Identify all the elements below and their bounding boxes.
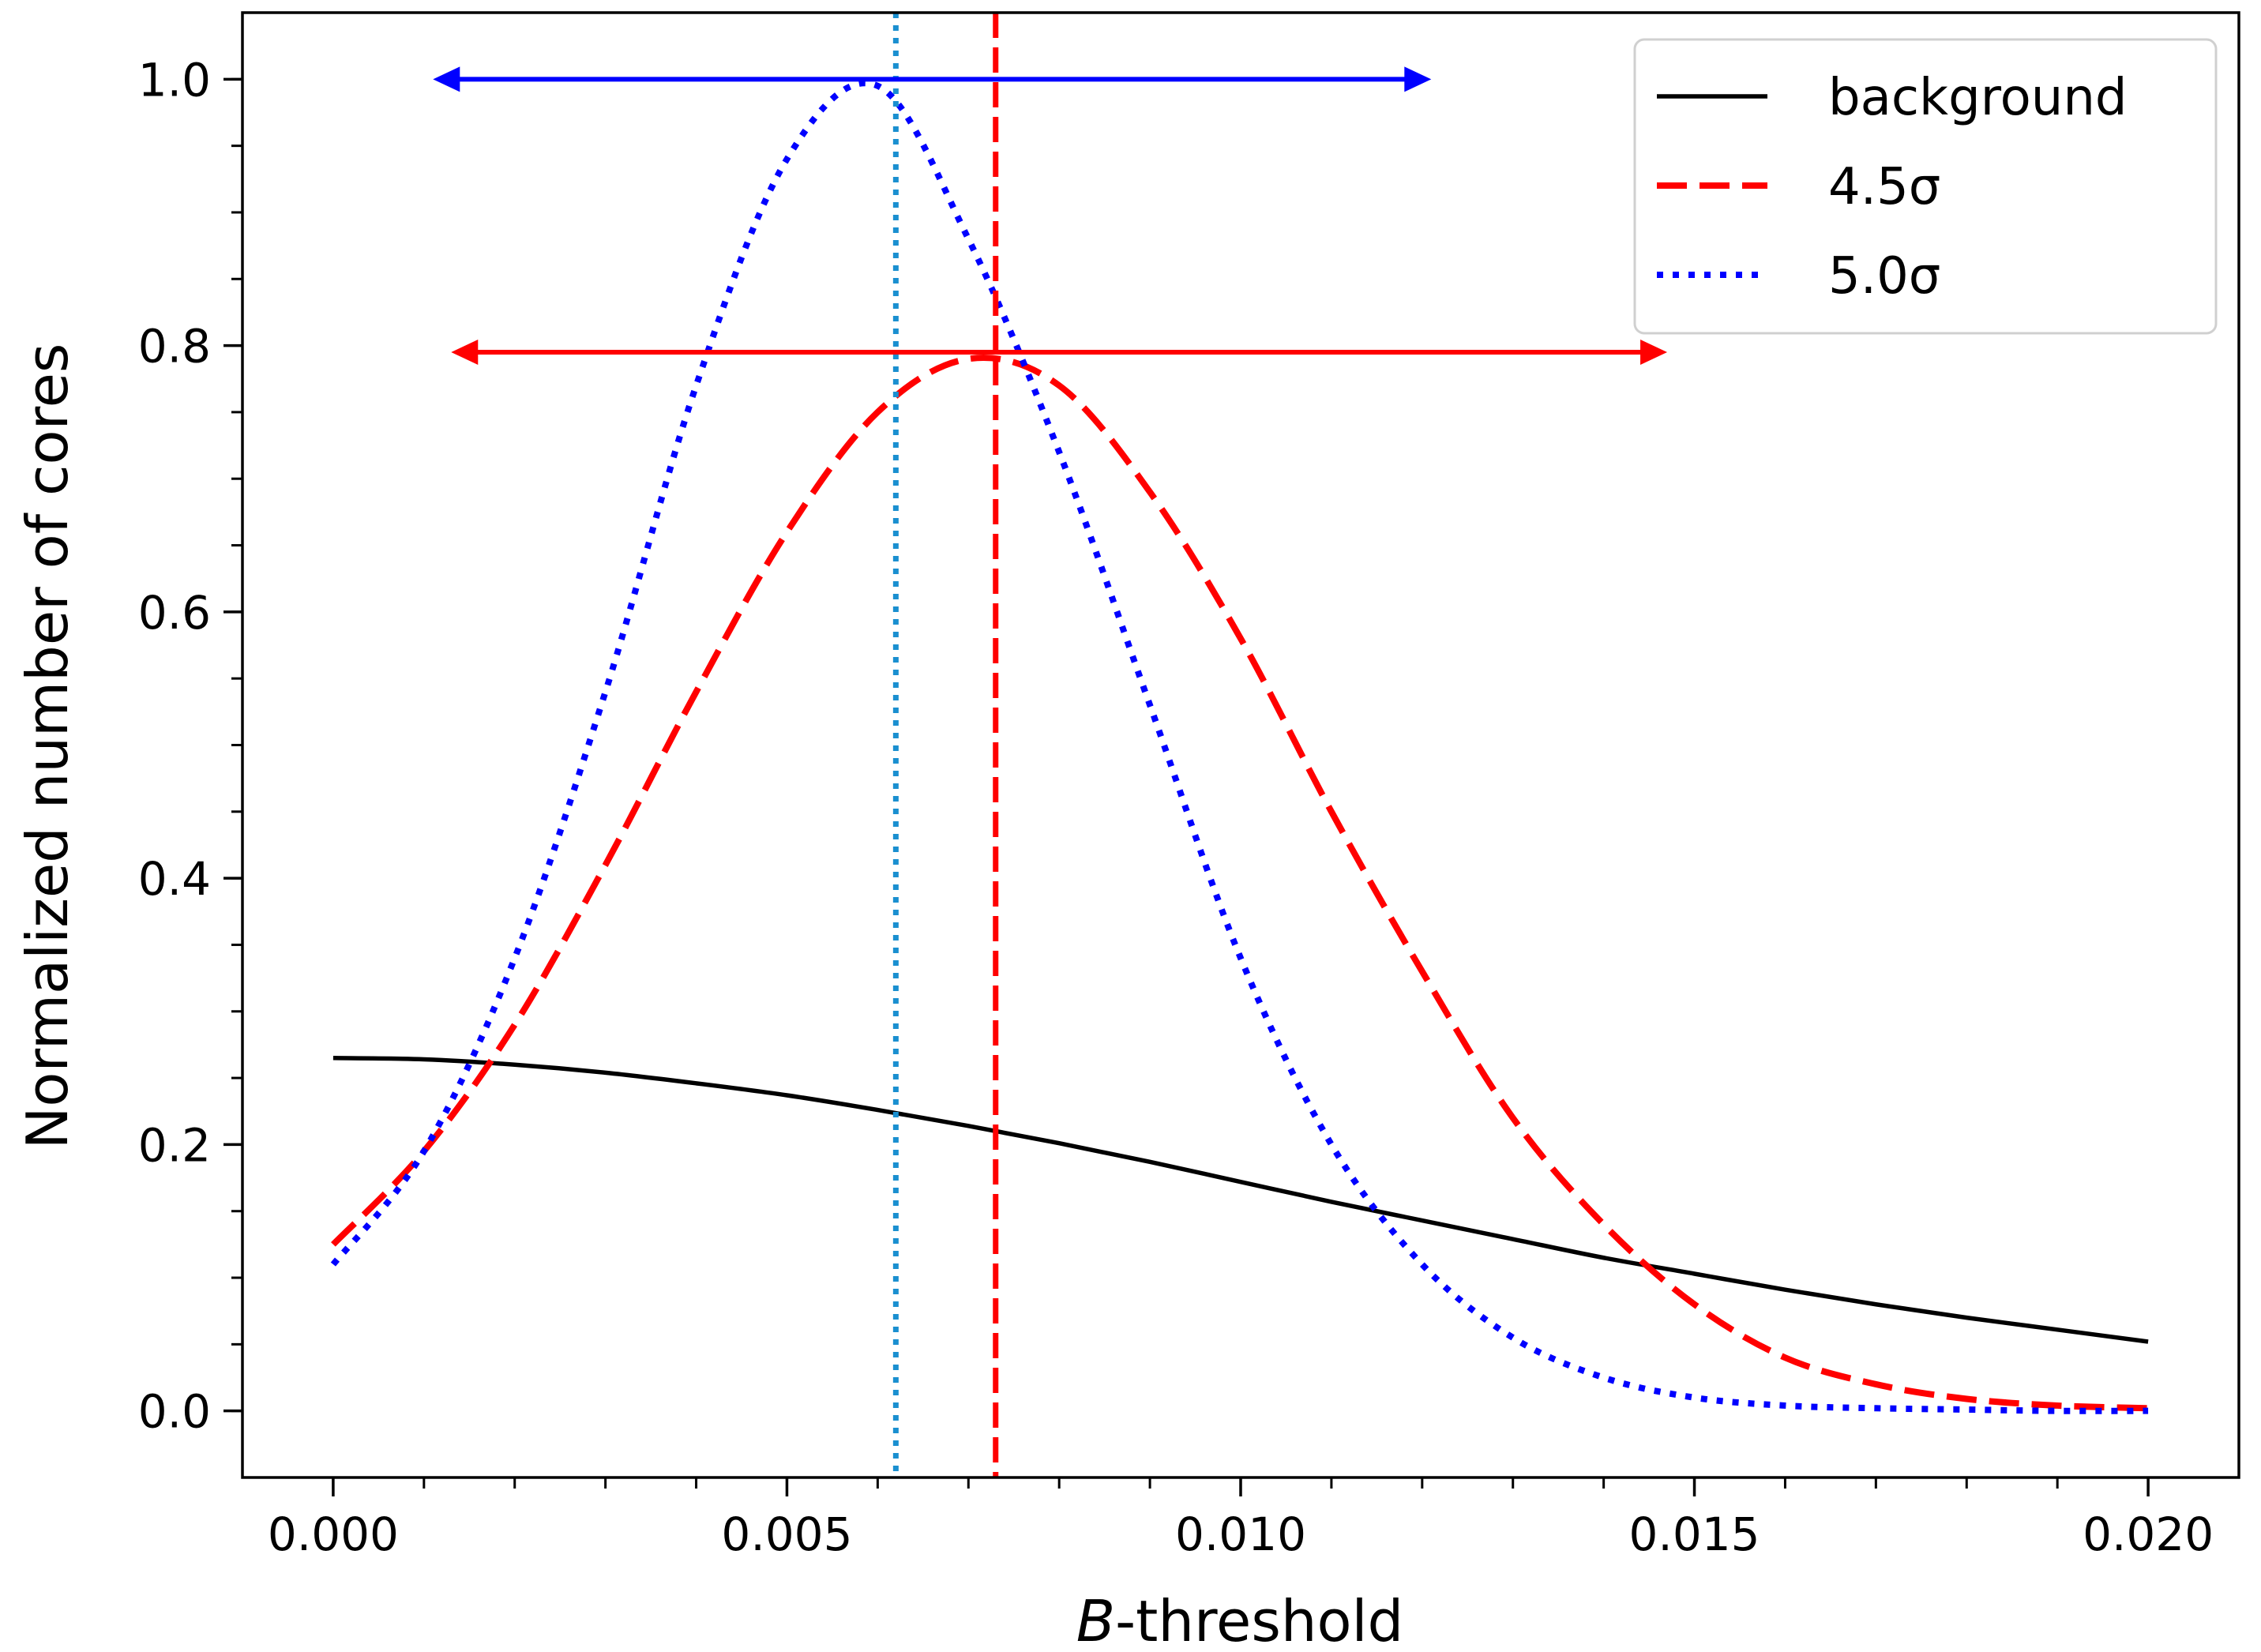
y-axis-title: Normalized number of cores	[14, 344, 81, 1150]
vline-layer	[892, 13, 999, 1477]
range-arrow-2	[451, 340, 1668, 366]
series-line-5-0-sigma	[330, 80, 2149, 1414]
x-axis-title: B-threshold	[1076, 1588, 1403, 1652]
legend-label-background: background	[1828, 69, 2128, 127]
range-arrow-head-right	[1640, 340, 1668, 366]
series-line-background	[332, 1056, 2149, 1344]
range-arrow-head-left	[451, 340, 479, 366]
range-arrow-head-right	[1404, 66, 1432, 92]
y-tick-label: 0.8	[138, 320, 211, 374]
y-tick-label: 0.4	[138, 852, 211, 906]
x-axis-title-rest: -threshold	[1115, 1588, 1403, 1652]
series-line-4-5-sigma	[331, 355, 2149, 1412]
y-tick-label: 0.0	[138, 1385, 211, 1439]
plot-frame	[241, 11, 2240, 1479]
legend: background 4.5σ 5.0σ	[1633, 38, 2218, 335]
legend-label-5-0-sigma: 5.0σ	[1828, 247, 1940, 306]
x-axis-title-italic: B	[1076, 1588, 1115, 1652]
y-tick-label: 0.2	[138, 1118, 211, 1172]
ticks	[223, 77, 2150, 1496]
x-tick-label: 0.015	[1629, 1507, 1760, 1561]
y-tick-label: 0.6	[138, 586, 211, 640]
tick-labels: 0.000 0.005 0.010 0.015 0.020 0.0 0.2 0.4 0.6 0.8…	[138, 53, 2214, 1561]
x-tick-label: 0.005	[721, 1507, 852, 1561]
legend-label-4-5-sigma: 4.5σ	[1828, 158, 1940, 216]
x-tick-label: 0.020	[2083, 1507, 2214, 1561]
x-tick-label: 0.000	[268, 1507, 399, 1561]
arrow-layer	[433, 66, 1668, 366]
x-tick-label: 0.010	[1175, 1507, 1306, 1561]
legend-frame	[1633, 38, 2218, 335]
range-arrow-head-left	[433, 66, 460, 92]
series-layer	[330, 80, 2149, 1414]
range-arrow-1	[433, 66, 1432, 92]
y-tick-label: 1.0	[138, 53, 211, 107]
